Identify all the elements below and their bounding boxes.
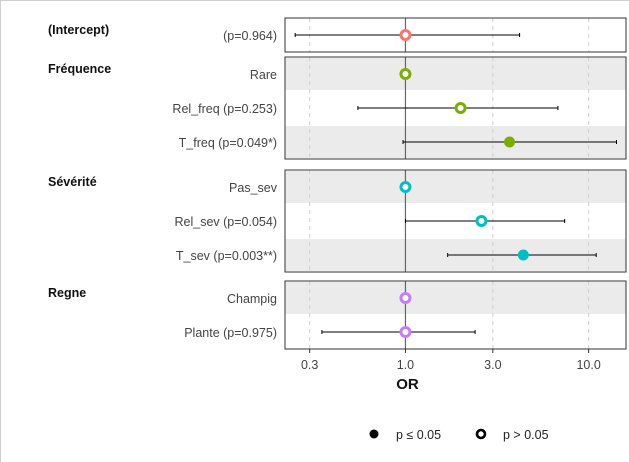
row-band	[285, 282, 626, 314]
group-label: (Intercept)	[48, 23, 109, 37]
legend-label: p ≤ 0.05	[396, 428, 441, 442]
panel-border	[284, 56, 627, 160]
legend-key-open	[475, 428, 487, 440]
x-tick-label: 1.0	[397, 358, 414, 372]
term-label: T_freq (p=0.049*)	[179, 136, 277, 150]
legend-label: p > 0.05	[503, 428, 549, 442]
point-estimate-open	[399, 292, 412, 304]
x-tick-label: 3.0	[484, 358, 501, 372]
panel-border	[284, 169, 627, 273]
panel-border	[284, 17, 627, 53]
point-estimate-open	[399, 68, 412, 80]
term-label: Champig	[227, 292, 277, 306]
point-estimate-open	[475, 215, 488, 227]
point-estimate-filled	[504, 136, 516, 148]
term-label: T_sev (p=0.003**)	[176, 249, 277, 263]
point-estimate-open	[399, 29, 412, 41]
x-axis-title: OR	[396, 376, 419, 393]
term-label: Rel_freq (p=0.253)	[172, 102, 277, 116]
group-label: Regne	[48, 286, 86, 300]
group-label: Sévérité	[48, 175, 97, 189]
panel-border	[284, 280, 627, 350]
point-estimate-open	[454, 102, 467, 114]
x-tick-label: 10.0	[576, 358, 600, 372]
x-tick-label: 0.3	[301, 358, 318, 372]
legend-key-filled	[369, 429, 379, 439]
term-label: Rel_sev (p=0.054)	[175, 215, 278, 229]
group-label: Fréquence	[48, 62, 111, 76]
term-label: Plante (p=0.975)	[184, 326, 277, 340]
term-label: Rare	[250, 68, 277, 82]
point-estimate-open	[399, 326, 412, 338]
row-band	[285, 58, 626, 90]
term-label: Pas_sev	[229, 181, 278, 195]
point-estimate-open	[399, 181, 412, 193]
point-estimate-filled	[517, 249, 529, 261]
term-label: (p=0.964)	[223, 29, 277, 43]
row-band	[285, 171, 626, 203]
